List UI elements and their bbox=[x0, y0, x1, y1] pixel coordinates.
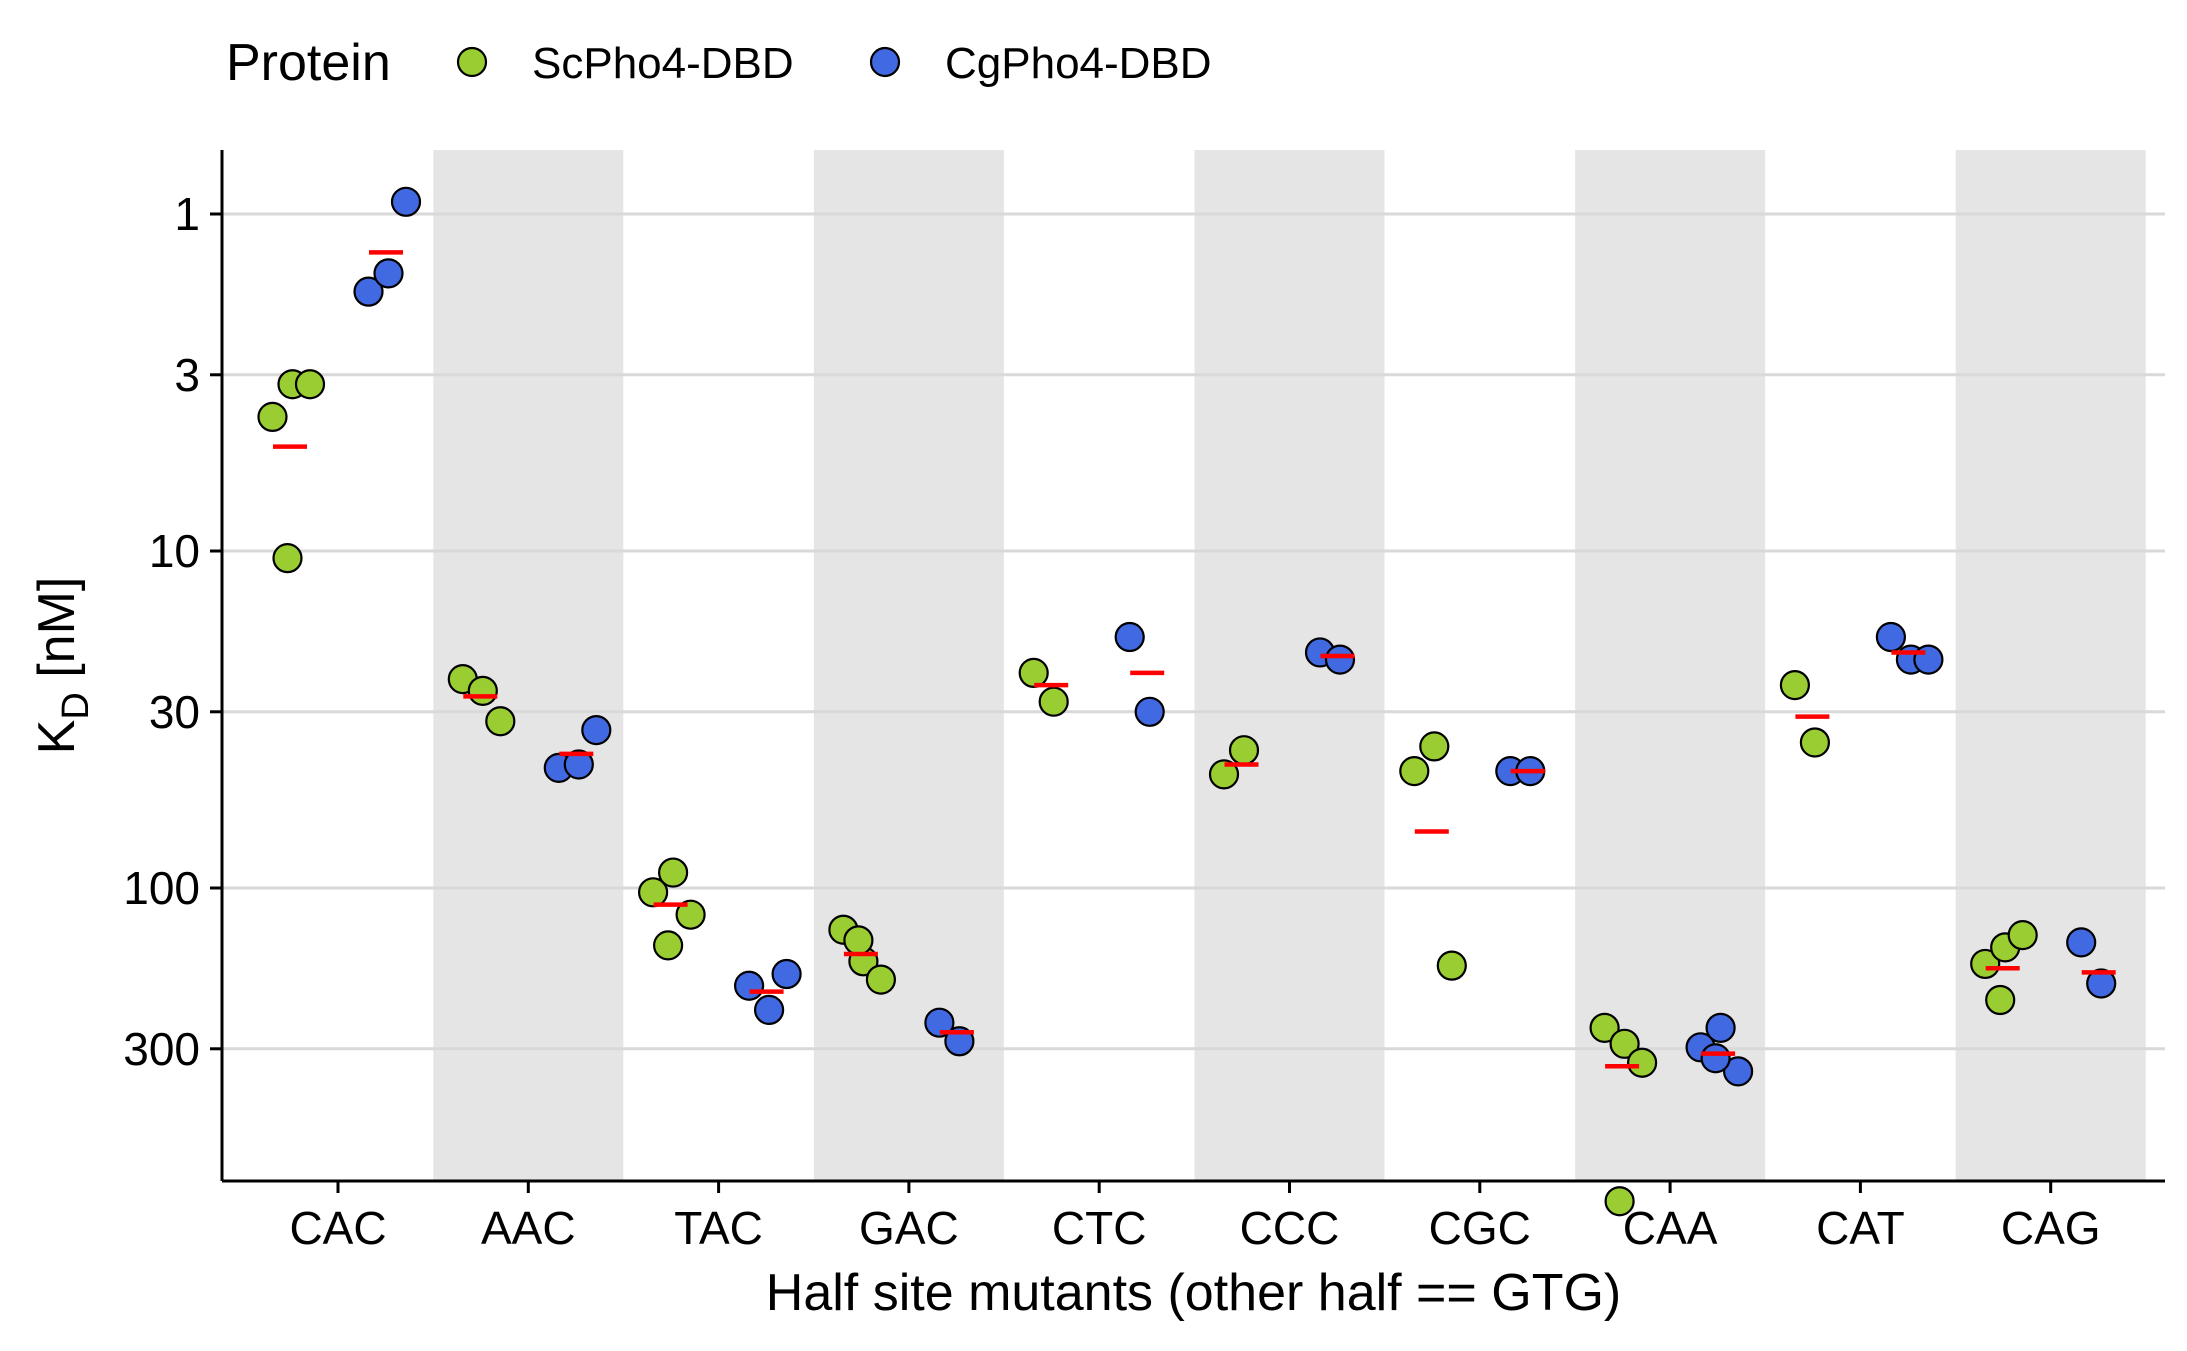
point-sc-ccc bbox=[1228, 735, 1260, 766]
axes bbox=[220, 150, 2165, 1183]
x-axis-ticks: CAC AAC TAC GAC CTC CCC CGC CAA CAT CAG bbox=[289, 1181, 2101, 1254]
point-sc-cag bbox=[1970, 948, 2001, 980]
point-cg-caa bbox=[1722, 1056, 1754, 1087]
point-sc-aac bbox=[485, 706, 516, 737]
point-sc-cgc bbox=[1436, 950, 1467, 981]
y-tick-label: 1 bbox=[174, 188, 200, 240]
y-axis-title-subscript: D bbox=[55, 692, 97, 719]
point-cg-cat bbox=[1913, 644, 1944, 675]
point-sc-gac bbox=[843, 925, 874, 956]
point-sc-ctc bbox=[1018, 657, 1049, 689]
x-tick-label: CTC bbox=[1052, 1202, 1147, 1254]
band-gac bbox=[813, 150, 1004, 1181]
point-sc-cag bbox=[2007, 920, 2038, 951]
x-tick-label: CAA bbox=[1623, 1202, 1718, 1254]
gridlines bbox=[222, 212, 2165, 1051]
point-cg-gac bbox=[924, 1007, 955, 1038]
point-sc-caa bbox=[1609, 1028, 1640, 1059]
point-cg-caa bbox=[1700, 1043, 1731, 1074]
point-cg-ctc bbox=[1114, 621, 1145, 653]
point-cg-tac bbox=[733, 970, 765, 1001]
point-sc-cat bbox=[1799, 727, 1831, 758]
point-cg-cac bbox=[353, 276, 384, 307]
point-cg-cac bbox=[373, 258, 404, 289]
x-tick-label: CGC bbox=[1429, 1202, 1531, 1254]
point-sc-cgc bbox=[1399, 756, 1430, 787]
point-cg-cac bbox=[390, 186, 422, 217]
point-cg-tac bbox=[771, 958, 802, 990]
y-tick-label: 10 bbox=[149, 525, 200, 577]
category-bands bbox=[433, 150, 2146, 1181]
point-sc-cac bbox=[272, 543, 303, 574]
x-axis-title: Half site mutants (other half == GTG) bbox=[766, 1264, 1621, 1322]
point-cg-aac bbox=[581, 715, 612, 746]
band-caa bbox=[1575, 150, 1766, 1181]
point-sc-caa bbox=[1589, 1012, 1620, 1043]
point-cg-cat bbox=[1875, 621, 1907, 653]
legend: Protein ScPho4-DBD CgPho4-DBD bbox=[226, 34, 1212, 92]
y-tick-label: 300 bbox=[123, 1023, 200, 1075]
point-cg-cag bbox=[2086, 968, 2117, 999]
point-sc-ctc bbox=[1038, 686, 1069, 717]
point-sc-caa bbox=[1626, 1047, 1658, 1078]
point-cg-cag bbox=[2066, 927, 2097, 958]
point-sc-cgc bbox=[1419, 731, 1450, 762]
point-sc-cag bbox=[1985, 984, 2016, 1016]
point-sc-cac bbox=[294, 369, 326, 400]
point-sc-cac bbox=[257, 401, 288, 432]
point-cg-tac bbox=[753, 994, 785, 1026]
x-tick-label: CAC bbox=[289, 1202, 386, 1254]
x-tick-label: GAC bbox=[859, 1202, 959, 1254]
point-cg-aac bbox=[563, 749, 594, 780]
y-tick-label: 100 bbox=[123, 862, 200, 914]
legend-key-cgpho4 bbox=[869, 46, 901, 78]
point-sc-tac bbox=[675, 899, 706, 930]
point-sc-cat bbox=[1779, 670, 1811, 701]
x-tick-label: TAC bbox=[674, 1202, 763, 1254]
legend-label: ScPho4-DBD bbox=[532, 39, 794, 88]
point-cg-ccc bbox=[1324, 644, 1356, 675]
point-sc-tac bbox=[652, 930, 684, 961]
y-tick-label: 30 bbox=[149, 686, 200, 738]
y-axis-title: KD [nM] bbox=[28, 577, 97, 755]
legend-label: CgPho4-DBD bbox=[945, 39, 1212, 88]
mean-markers bbox=[273, 250, 2116, 1069]
point-sc-tac bbox=[657, 857, 689, 888]
band-cag bbox=[1955, 150, 2146, 1181]
point-sc-tac bbox=[637, 877, 669, 908]
point-sc-ccc bbox=[1208, 759, 1240, 790]
legend-key-scpho4 bbox=[456, 46, 488, 78]
band-ccc bbox=[1194, 150, 1385, 1181]
legend-title: Protein bbox=[226, 34, 391, 92]
y-axis-title-unit: [nM] bbox=[28, 577, 86, 693]
y-tick-label: 3 bbox=[174, 349, 200, 401]
point-cg-ctc bbox=[1134, 696, 1165, 727]
x-tick-label: CAT bbox=[1816, 1202, 1905, 1254]
y-axis-ticks: 1 3 10 30 100 300 bbox=[123, 188, 222, 1075]
point-sc-caa bbox=[1604, 1186, 1635, 1217]
x-tick-label: CAG bbox=[2001, 1202, 2101, 1254]
x-tick-label: CCC bbox=[1240, 1202, 1340, 1254]
x-tick-label: AAC bbox=[481, 1202, 576, 1254]
point-sc-gac bbox=[865, 964, 897, 995]
point-cg-caa bbox=[1705, 1012, 1736, 1043]
point-sc-aac bbox=[467, 675, 498, 706]
y-axis-title-main: K bbox=[28, 719, 86, 754]
